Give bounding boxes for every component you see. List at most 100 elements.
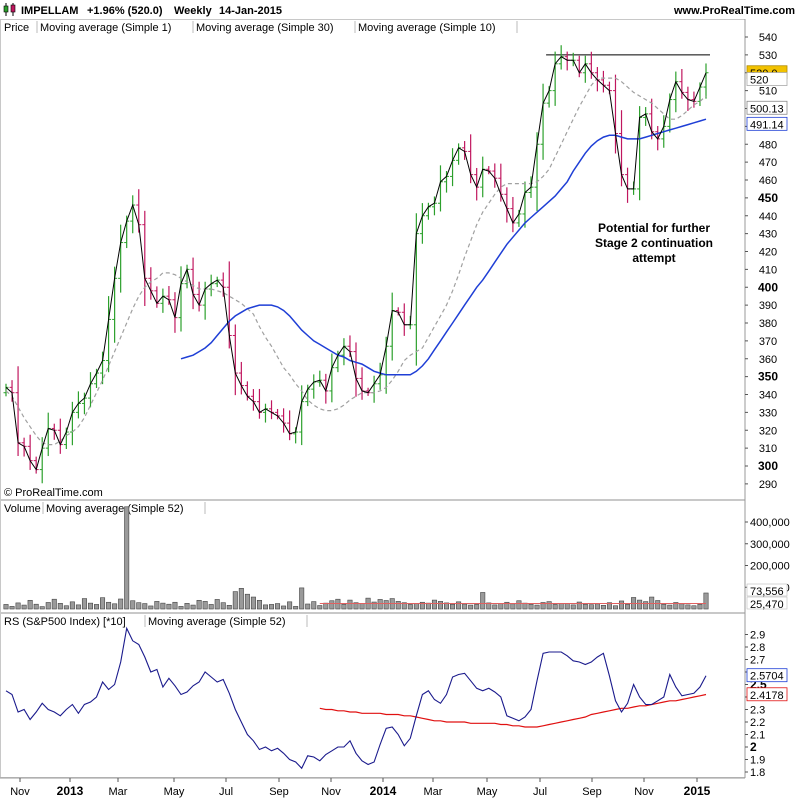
volume-bar-108: [655, 600, 661, 610]
volume-bar-93: [564, 603, 570, 610]
price-bar-16: [100, 351, 106, 385]
price-marker-2: 500.13: [750, 103, 784, 115]
volume-bar-87: [528, 603, 534, 610]
volume-bar-21: [130, 600, 136, 610]
rs-tick-label: 1.9: [750, 755, 765, 767]
price-bar-50: [305, 384, 311, 407]
volume-bar-99: [600, 605, 606, 610]
price-tick-label: 370: [759, 336, 777, 348]
price-tick-label: 440: [759, 211, 777, 223]
price-bar-84: [510, 196, 516, 233]
x-tick-label: 2015: [684, 784, 711, 798]
volume-bar-73: [444, 602, 450, 610]
volume-bar-40: [244, 593, 250, 610]
x-tick-label: May: [164, 786, 185, 798]
volume-bar-52: [317, 605, 323, 610]
volume-bar-71: [431, 599, 437, 610]
volume-bar-78: [474, 604, 480, 610]
volume-bar-94: [570, 604, 576, 610]
price-bar-114: [691, 91, 697, 108]
volume-bar-43: [262, 604, 268, 610]
rs-marker-1: 2.4178: [750, 690, 784, 702]
price-legend-3: Moving average (Simple 10): [358, 22, 496, 34]
volume-bar-55: [335, 598, 341, 610]
rs-legend-1: Moving average (Simple 52): [148, 616, 286, 628]
header-change: +1.96% (520.0): [87, 5, 163, 17]
volume-bar-8: [51, 598, 57, 610]
price-bar-31: [190, 257, 196, 310]
volume-bar-61: [371, 601, 377, 610]
volume-tick-label: 300,000: [750, 539, 790, 551]
price-bar-56: [341, 338, 347, 366]
volume-bars: [3, 506, 709, 610]
x-tick-label: Jul: [533, 786, 547, 798]
price-bars: [3, 45, 709, 484]
price-bar-25: [154, 286, 160, 308]
price-tick-label: 300: [758, 459, 778, 473]
volume-bar-17: [106, 601, 112, 610]
volume-bar-100: [606, 602, 612, 610]
price-tick-label: 310: [759, 443, 777, 455]
price-bar-32: [196, 281, 202, 312]
x-tick-label: Nov: [321, 786, 341, 798]
volume-bar-113: [685, 604, 691, 610]
price-bar-69: [419, 203, 425, 244]
volume-bar-1: [9, 606, 15, 610]
volume-bar-0: [3, 604, 9, 610]
volume-tick-label: 400,000: [750, 517, 790, 529]
price-bar-29: [178, 266, 184, 332]
price-bar-111: [673, 71, 679, 113]
volume-bar-25: [154, 601, 160, 610]
volume-bar-38: [232, 591, 238, 610]
x-tick-label: 2014: [370, 784, 397, 798]
volume-bar-90: [546, 601, 552, 610]
volume-bar-22: [136, 602, 142, 610]
volume-bar-11: [69, 601, 75, 610]
volume-bar-54: [329, 600, 335, 610]
price-legend-1: Moving average (Simple 1): [40, 22, 171, 34]
price-bar-79: [480, 156, 486, 198]
volume-bar-23: [142, 603, 148, 610]
volume-bar-103: [625, 604, 631, 610]
price-bar-74: [450, 148, 456, 187]
panel-frame: [0, 613, 746, 778]
volume-marker-1: 25,470: [750, 599, 784, 611]
rs-tick-label: 2.8: [750, 642, 765, 654]
x-tick-label: Mar: [424, 786, 443, 798]
price-marker-box: [746, 72, 788, 86]
price-bar-91: [552, 51, 558, 106]
price-tick-label: 510: [759, 86, 777, 98]
price-bar-64: [389, 292, 395, 361]
x-tick-label: Sep: [582, 786, 602, 798]
volume-bar-27: [166, 603, 172, 610]
price-tick-label: 540: [759, 32, 777, 44]
price-bar-77: [468, 134, 474, 184]
price-tick-label: 410: [759, 264, 777, 276]
price-tick-label: 450: [758, 191, 778, 205]
header-date: 14-Jan-2015: [219, 5, 282, 17]
copyright: © ProRealTime.com: [4, 487, 103, 499]
price-tick-label: 340: [759, 390, 777, 402]
volume-bar-30: [184, 603, 190, 610]
x-tick-label: Sep: [269, 786, 289, 798]
price-bar-21: [130, 195, 136, 234]
price-tick-label: 420: [759, 247, 777, 259]
price-bar-96: [582, 55, 588, 83]
volume-bar-89: [540, 602, 546, 610]
price-bar-51: [311, 374, 317, 399]
price-bar-52: [317, 370, 323, 387]
volume-legend-0: Volume: [4, 503, 41, 515]
volume-bar-85: [516, 600, 522, 610]
header-site: www.ProRealTime.com: [673, 5, 795, 17]
volume-bar-68: [413, 603, 419, 610]
volume-bar-97: [588, 604, 594, 610]
volume-bar-98: [594, 603, 600, 610]
rs-tick-label: 2.7: [750, 655, 765, 667]
volume-bar-66: [401, 602, 407, 610]
price-bar-61: [371, 375, 377, 403]
candlestick-icon: [3, 3, 16, 16]
price-bar-101: [612, 74, 618, 154]
price-tick-label: 290: [759, 479, 777, 491]
volume-bar-2: [15, 602, 21, 610]
